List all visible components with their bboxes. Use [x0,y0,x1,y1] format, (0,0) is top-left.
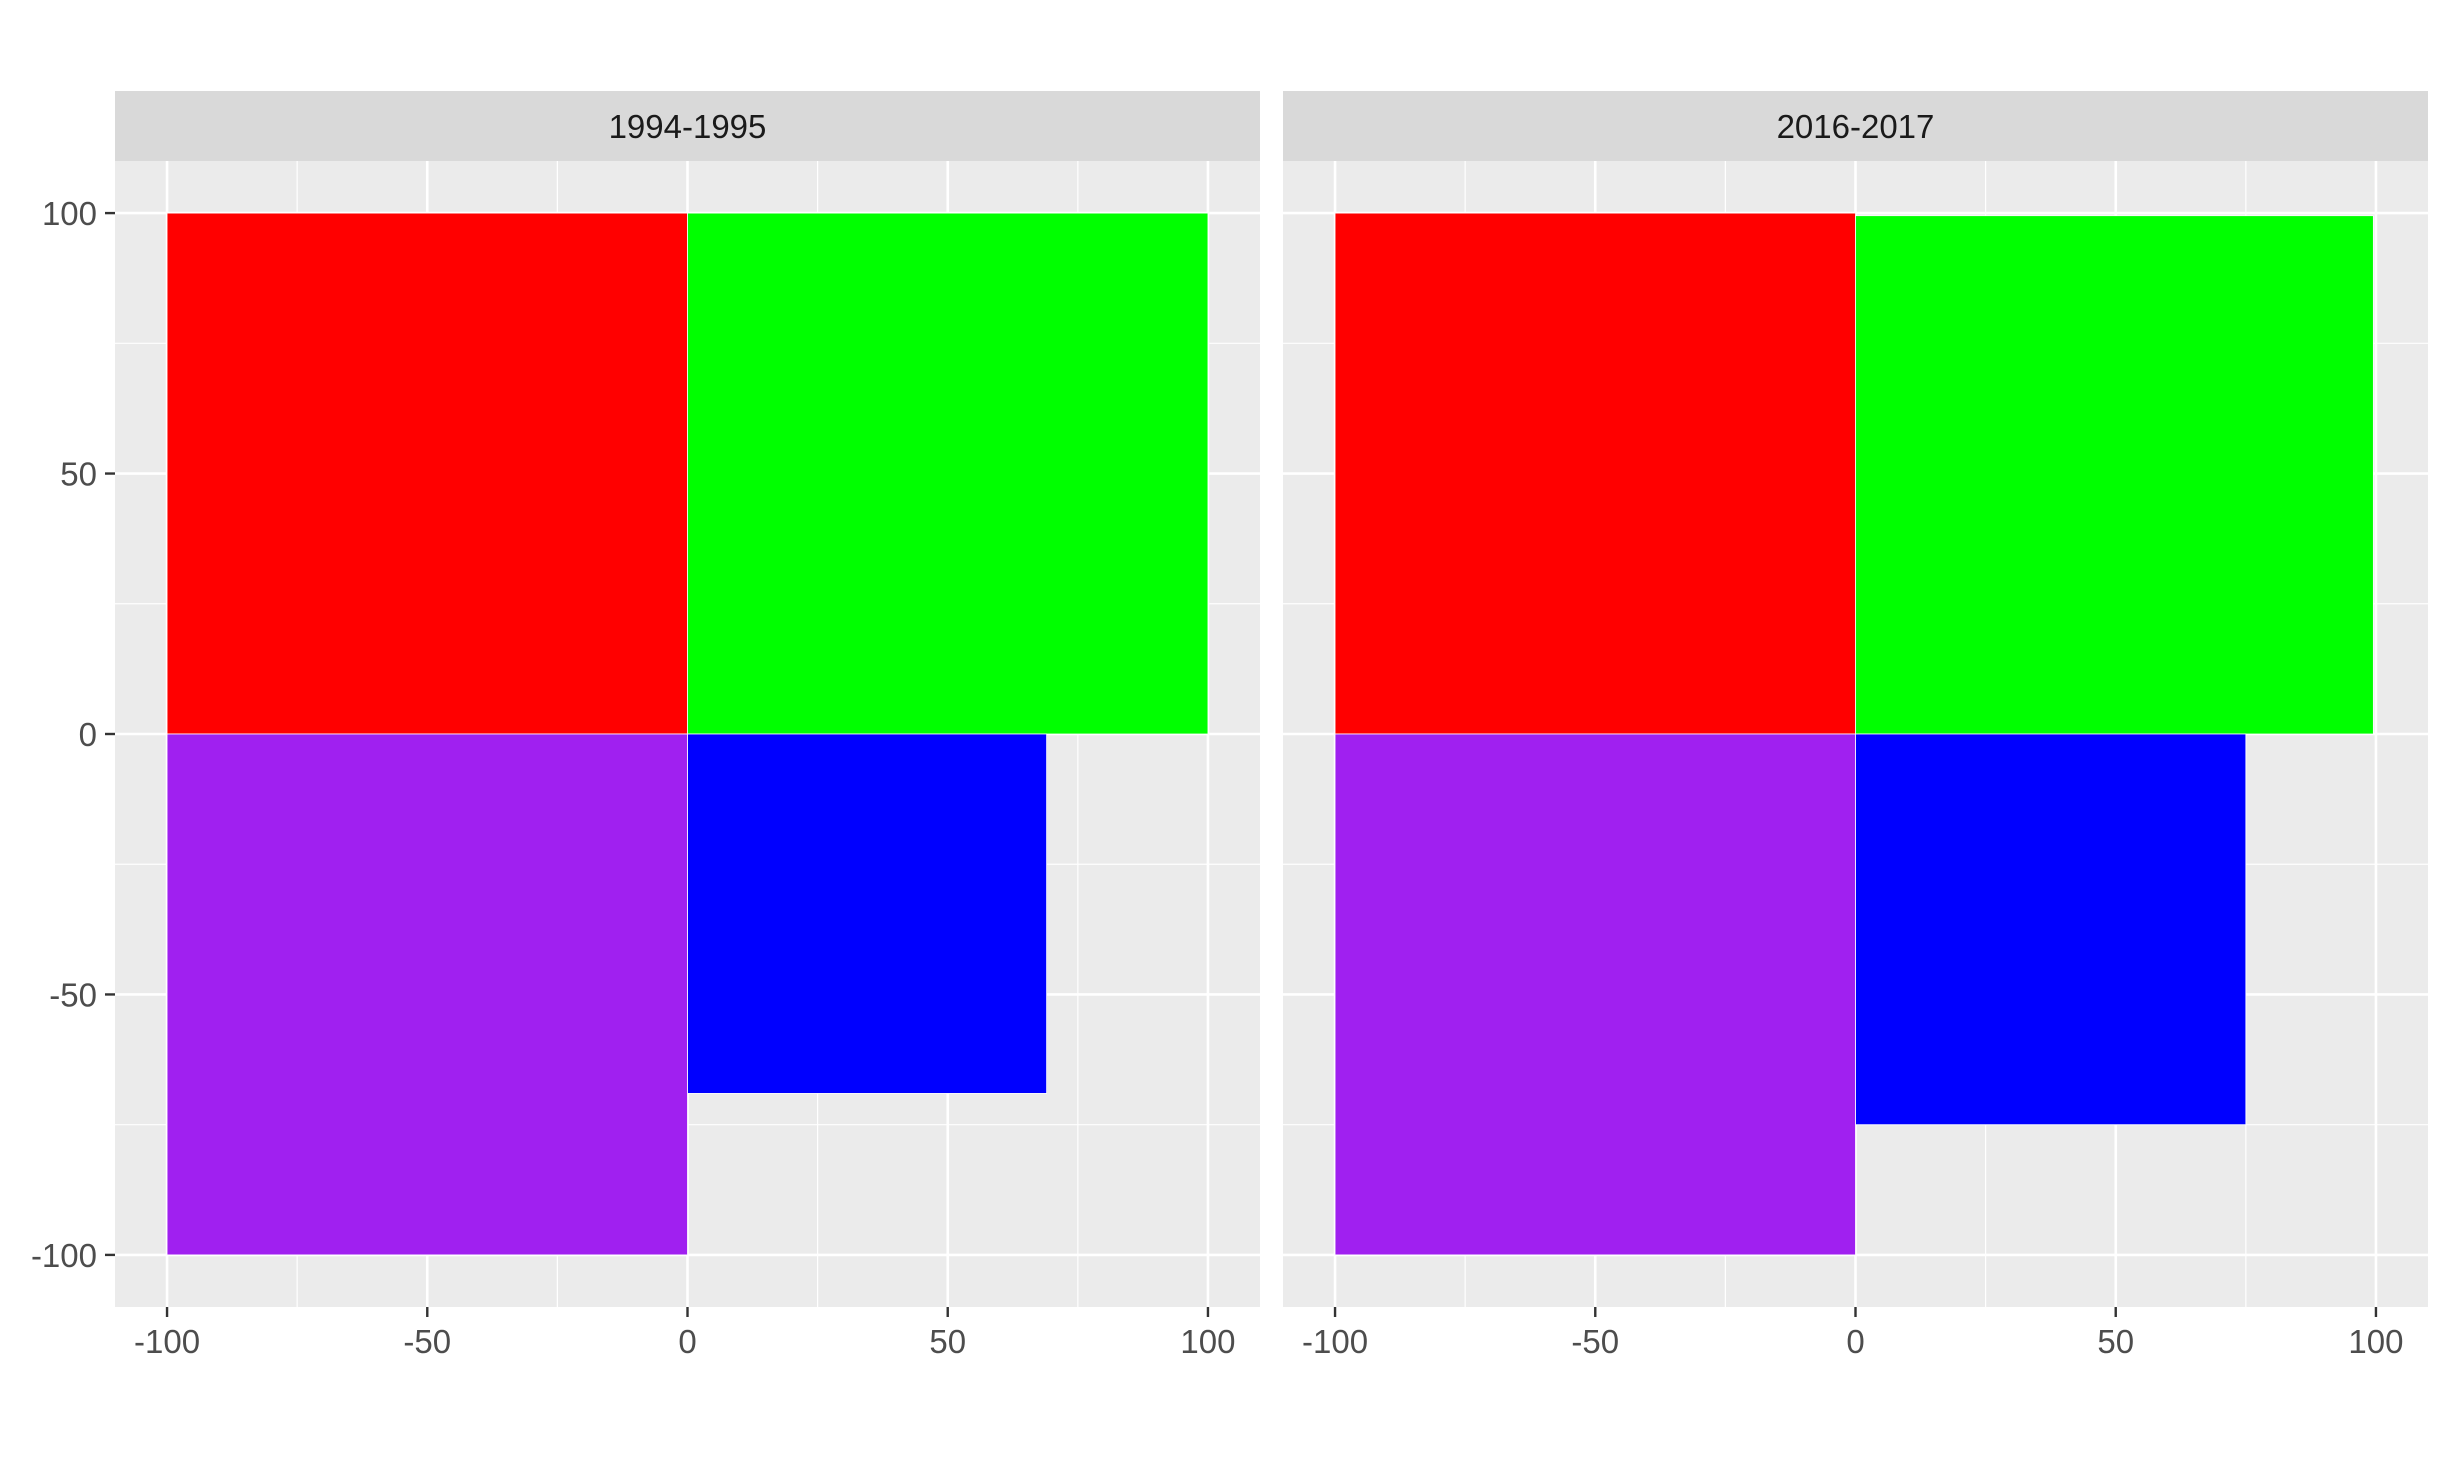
rect-bottom-right [1855,733,2247,1126]
facet-strip [115,91,1260,161]
y-tick-label: -100 [31,1237,97,1274]
rect-top-right [687,212,1209,735]
x-tick-label: -100 [134,1323,200,1360]
x-tick-label: 0 [678,1323,696,1360]
x-tick-label: 50 [929,1323,966,1360]
y-tick-label: 0 [79,716,97,753]
x-tick-label: 100 [2348,1323,2403,1360]
y-tick-label: 100 [42,195,97,232]
x-tick-label: -100 [1302,1323,1368,1360]
rect-top-left [1334,212,1856,735]
facet-strip-label: 2016-2017 [1777,108,1935,145]
y-tick-label: -50 [49,976,97,1013]
facet-strip-label: 1994-1995 [609,108,767,145]
x-tick-label: 50 [2097,1323,2134,1360]
rect-bottom-right [687,733,1048,1094]
x-tick-label: -50 [403,1323,451,1360]
x-tick-label: 100 [1180,1323,1235,1360]
x-tick-label: 0 [1846,1323,1864,1360]
rect-top-left [166,212,688,735]
x-tick-label: -50 [1571,1323,1619,1360]
facet-strip [1283,91,2428,161]
y-tick-label: 50 [60,456,97,493]
rect-bottom-left [166,733,688,1256]
rect-top-right [1855,215,2374,735]
rect-bottom-left [1334,733,1856,1256]
